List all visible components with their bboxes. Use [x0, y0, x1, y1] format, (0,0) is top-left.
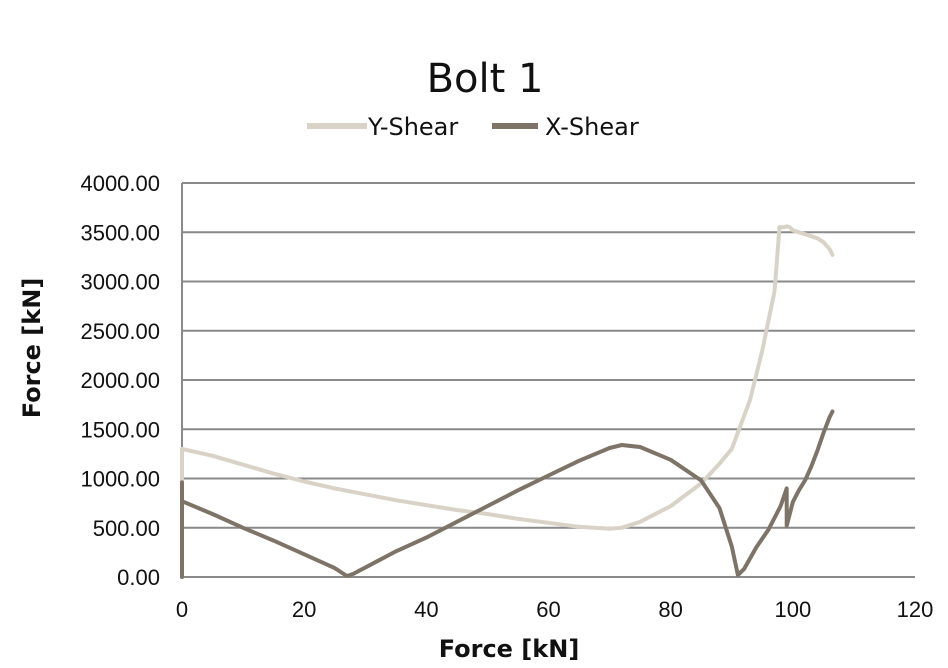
x-tick-label: 80 — [658, 597, 682, 622]
x-tick-label: 100 — [774, 597, 811, 622]
x-tick-label: 0 — [176, 597, 188, 622]
y-tick-label: 0.00 — [117, 565, 160, 590]
x-tick-label: 120 — [897, 597, 934, 622]
x-axis-title: Force [kN] — [439, 635, 580, 663]
y-tick-label: 3000.00 — [80, 270, 160, 295]
y-tick-label: 500.00 — [93, 516, 160, 541]
x-tick-label: 60 — [536, 597, 560, 622]
y-tick-label: 1500.00 — [80, 417, 160, 442]
x-tick-label: 20 — [292, 597, 316, 622]
legend-label-x-shear: X-Shear — [545, 113, 639, 141]
series-line-x-shear — [180, 409, 835, 579]
y-tick-label: 1000.00 — [80, 467, 160, 492]
series-layer — [180, 224, 835, 579]
y-tick-label: 2000.00 — [80, 368, 160, 393]
x-axis-ticks: 0 20 40 60 80 100 120 — [176, 597, 933, 622]
chart-title: Bolt 1 — [427, 56, 544, 102]
y-tick-label: 2500.00 — [80, 319, 160, 344]
gridlines — [182, 182, 915, 578]
y-axis-ticks: 0.00 500.00 1000.00 1500.00 2000.00 2500.00 30… — [80, 171, 160, 590]
y-tick-label: 4000.00 — [80, 171, 160, 196]
x-tick-label: 40 — [414, 597, 438, 622]
series-line-y-shear — [180, 224, 835, 579]
y-tick-label: 3500.00 — [80, 220, 160, 245]
y-axis-title: Force [kN] — [18, 278, 46, 419]
legend: Y-Shear X-Shear — [307, 113, 639, 141]
legend-label-y-shear: Y-Shear — [367, 113, 458, 141]
